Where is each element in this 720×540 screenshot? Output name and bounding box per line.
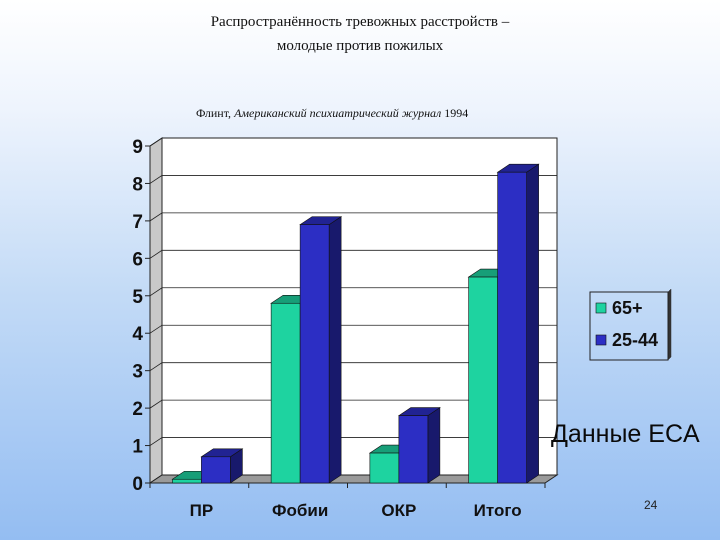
bar [299, 224, 330, 484]
gridline [149, 399, 557, 409]
bar [172, 478, 202, 484]
y-tick-label: 1 [132, 437, 143, 458]
bar-side [427, 407, 441, 484]
y-tick-label: 6 [132, 249, 143, 270]
y-tick-label: 3 [132, 362, 143, 383]
bar-side [526, 163, 539, 484]
y-tick-label: 5 [132, 287, 143, 308]
source-citation: Флинт, Американский психиатрический журн… [196, 106, 468, 121]
gridline [149, 137, 557, 147]
eca-data-annotation: Данные ECA [551, 420, 700, 448]
legend-swatch [595, 334, 607, 346]
source-author: Флинт, [196, 106, 235, 120]
chart-side-wall [149, 137, 163, 484]
legend-box [589, 291, 669, 361]
x-category-label: ОКР [381, 501, 416, 520]
bar [369, 452, 400, 484]
gridline [149, 287, 557, 297]
gridline [149, 324, 557, 334]
bar-side [328, 216, 342, 484]
bar [468, 276, 498, 484]
y-tick-label: 7 [132, 212, 143, 233]
page-number: 24 [644, 498, 658, 512]
x-category-label: Фобии [272, 501, 328, 520]
gridline [149, 212, 557, 222]
gridline [149, 175, 557, 184]
x-category-label: ПР [190, 501, 214, 520]
y-tick-label: 2 [132, 399, 143, 420]
slide-title-line-1: Распространённость тревожных расстройств… [210, 14, 510, 30]
gridline [149, 249, 557, 259]
bar [398, 415, 429, 484]
y-tick-label: 0 [132, 474, 143, 495]
source-year: 1994 [441, 106, 469, 120]
legend-label: 65+ [612, 298, 643, 318]
slide-title-line-2: молодые против пожилых [276, 38, 444, 54]
source-journal: Американский психиатрический журнал [234, 106, 442, 120]
bar [201, 456, 231, 484]
gridline [149, 362, 557, 371]
bar [497, 171, 527, 484]
x-category-label: Итого [474, 501, 522, 520]
y-tick-label: 9 [132, 137, 143, 158]
y-tick-label: 8 [132, 174, 143, 195]
bar [270, 302, 301, 484]
y-tick-label: 4 [132, 324, 143, 345]
legend-label: 25-44 [612, 330, 658, 350]
legend-swatch [595, 302, 607, 314]
